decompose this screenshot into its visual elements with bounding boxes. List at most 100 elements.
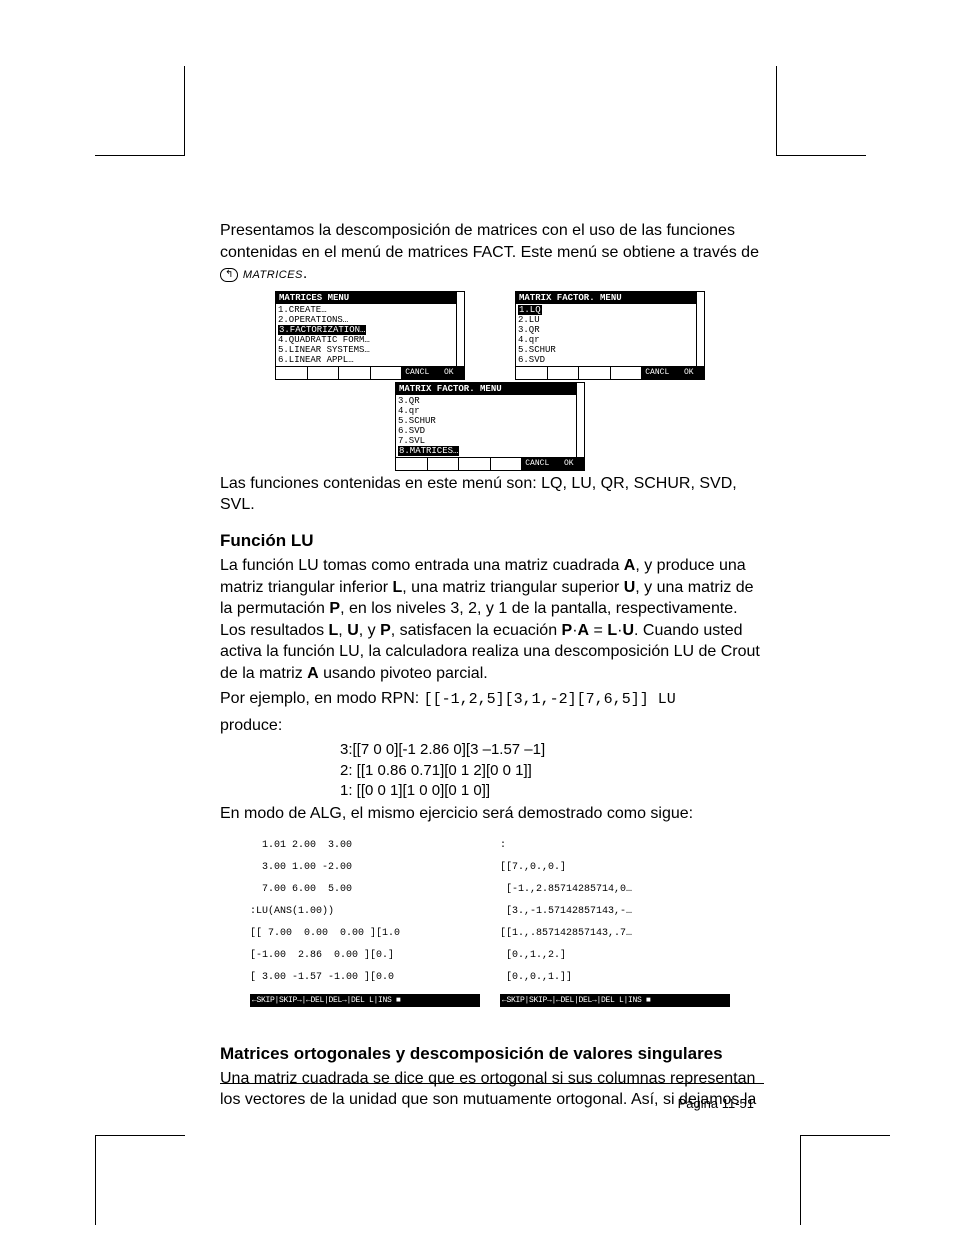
matrix-U: U <box>624 579 636 596</box>
text: , una matriz triangular superior <box>402 579 623 596</box>
softkey <box>459 458 491 470</box>
scrollbar <box>456 292 464 366</box>
text: , y <box>359 622 380 639</box>
alg-line: 7.00 6.00 5.00 <box>250 884 480 895</box>
content-column: Presentamos la descomposición de matrice… <box>220 220 760 1115</box>
crop-mark <box>95 155 185 156</box>
softkey <box>491 458 523 470</box>
rpn-stack: 3:[[7 0 0][-1 2.86 0][3 –1.57 –1] 2: [[1… <box>340 740 760 801</box>
rpn-example-lead: Por ejemplo, en modo RPN: [[-1,2,5][3,1,… <box>220 688 760 710</box>
alg-screen-right: : [[7.,0.,0.] [-1.,2.85714285714,0… [3.,… <box>500 829 730 1029</box>
calc-body: 1.CREATE… 2.OPERATIONS… 3.FACTORIZATION…… <box>276 304 456 366</box>
softkey <box>396 458 428 470</box>
alg-line: [0.,1.,2.] <box>500 950 730 961</box>
calc-title: MATRIX FACTOR. MENU <box>516 292 696 304</box>
menu-item-selected: 8.MATRICES… <box>398 446 459 456</box>
menu-item-selected: 3.FACTORIZATION… <box>278 325 366 335</box>
softkey-row: CANCL OK <box>396 457 584 470</box>
alg-line: [[ 7.00 0.00 0.00 ][1.0 <box>250 928 480 939</box>
matrix-U: U <box>347 622 359 639</box>
scrollbar <box>576 383 584 457</box>
crop-mark <box>95 1135 96 1225</box>
softkey <box>548 367 580 379</box>
menu-item: 5.SCHUR <box>398 416 436 426</box>
matrix-P: P <box>380 622 391 639</box>
scrollbar <box>696 292 704 366</box>
menu-item: 4.qr <box>398 406 420 416</box>
key-matrices-label: MATRICES <box>243 269 303 281</box>
calc-menu-row-1: MATRICES MENU 1.CREATE… 2.OPERATIONS… 3.… <box>220 291 760 380</box>
menu-item: 4.QUADRATIC FORM… <box>278 335 370 345</box>
softkey <box>339 367 371 379</box>
softkey <box>516 367 548 379</box>
alg-screen-left: 1.01 2.00 3.00 3.00 1.00 -2.00 7.00 6.00… <box>250 829 480 1029</box>
menu-item: 2.OPERATIONS… <box>278 315 348 325</box>
page-footer: Página 11-51 <box>678 1095 754 1113</box>
alg-lead: En modo de ALG, el mismo ejercicio será … <box>220 803 760 825</box>
text: , <box>338 622 347 639</box>
text: usando pivoteo parcial. <box>319 665 488 682</box>
crop-mark <box>800 1135 801 1225</box>
menu-item: 6.SVD <box>398 426 425 436</box>
crop-mark <box>776 66 777 156</box>
eq-P: P <box>562 622 573 639</box>
footer-rule <box>220 1083 764 1084</box>
menu-item: 3.QR <box>398 396 420 406</box>
stack-level-3: 3:[[7 0 0][-1 2.86 0][3 –1.57 –1] <box>340 740 760 760</box>
menu-item: 1.CREATE… <box>278 305 327 315</box>
softkey-cancl: CANCL <box>642 367 674 379</box>
softkey <box>579 367 611 379</box>
text: La función LU tomas como entrada una mat… <box>220 557 624 574</box>
crop-mark <box>95 1135 185 1136</box>
crop-mark <box>184 66 185 156</box>
eq-L: L <box>607 622 617 639</box>
calc-matrices-menu: MATRICES MENU 1.CREATE… 2.OPERATIONS… 3.… <box>275 291 465 380</box>
calc-body: 3.QR 4.qr 5.SCHUR 6.SVD 7.SVL 8.MATRICES… <box>396 395 576 457</box>
softkey-cancl: CANCL <box>522 458 554 470</box>
softkey <box>428 458 460 470</box>
alg-line: :LU(ANS(1.00)) <box>250 906 480 917</box>
alg-line: [[1.,.857142857143,.7… <box>500 928 730 939</box>
stack-level-2: 2: [[1 0.86 0.71][0 1 2][0 0 1]] <box>340 761 760 781</box>
softkey <box>611 367 643 379</box>
text: Por ejemplo, en modo RPN: <box>220 690 424 707</box>
stack-level-1: 1: [[0 0 1][1 0 0][0 1 0]] <box>340 781 760 801</box>
eq-A: A <box>578 622 590 639</box>
matrix-A: A <box>307 665 319 682</box>
matrix-L: L <box>393 579 403 596</box>
calc-factor-menu-bottom: MATRIX FACTOR. MENU 3.QR 4.qr 5.SCHUR 6.… <box>395 382 585 471</box>
softkey <box>308 367 340 379</box>
key-arrow-icon: ↰ <box>225 269 233 280</box>
intro-period: . <box>303 265 307 282</box>
menu-functions-list: Las funciones contenidas en este menú so… <box>220 473 760 516</box>
calc-title: MATRICES MENU <box>276 292 456 304</box>
alg-line: [-1.00 2.86 0.00 ][0.] <box>250 950 480 961</box>
menu-item: 3.QR <box>518 325 540 335</box>
calc-body: 1.LQ 2.LU 3.QR 4.qr 5.SCHUR 6.SVD <box>516 304 696 366</box>
softkey-ok: OK <box>674 367 705 379</box>
softkey <box>276 367 308 379</box>
menu-item: 5.LINEAR SYSTEMS… <box>278 345 370 355</box>
rpn-code: [[-1,2,5][3,1,-2][7,6,5]] LU <box>424 691 676 708</box>
alg-softbar: ←SKIP|SKIP→|←DEL|DEL→|DEL L|INS ■ <box>250 994 480 1007</box>
calc-menu-row-2: MATRIX FACTOR. MENU 3.QR 4.qr 5.SCHUR 6.… <box>220 382 760 471</box>
text: , satisfacen la ecuación <box>391 622 562 639</box>
matrix-P: P <box>329 600 340 617</box>
menu-item: 6.LINEAR APPL… <box>278 355 354 365</box>
softkey-row: CANCL OK <box>516 366 704 379</box>
softkey <box>371 367 403 379</box>
alg-line: [3.,-1.57142857143,-… <box>500 906 730 917</box>
menu-item: 2.LU <box>518 315 540 325</box>
intro-text: Presentamos la descomposición de matrice… <box>220 222 759 261</box>
heading-funcion-lu: Función LU <box>220 530 760 553</box>
calc-factor-menu-top: MATRIX FACTOR. MENU 1.LQ 2.LU 3.QR 4.qr … <box>515 291 705 380</box>
alg-line: [ 3.00 -1.57 -1.00 ][0.0 <box>250 972 480 983</box>
menu-item: 6.SVD <box>518 355 545 365</box>
menu-item: 4.qr <box>518 335 540 345</box>
lu-description: La función LU tomas como entrada una mat… <box>220 555 760 685</box>
alg-line: 3.00 1.00 -2.00 <box>250 862 480 873</box>
eq-U: U <box>622 622 634 639</box>
key-left-shift: ↰ <box>220 268 238 282</box>
rpn-example-tail: produce: <box>220 715 760 737</box>
crop-mark <box>800 1135 890 1136</box>
